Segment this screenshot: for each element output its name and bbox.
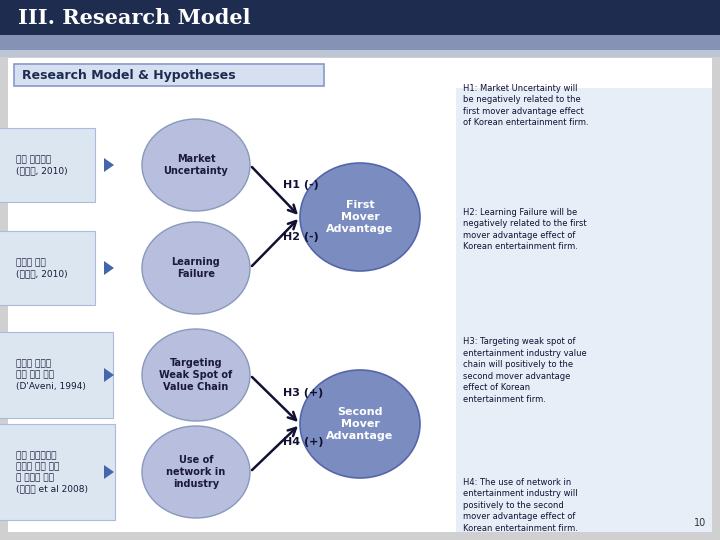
Text: 낙은 진입장벽과
새로운 시장 환경
의 급격한 변화
(이상명 et al 2008): 낙은 진입장벽과 새로운 시장 환경 의 급격한 변화 (이상명 et al 2… (16, 451, 88, 493)
Text: H2 (-): H2 (-) (283, 232, 319, 241)
Text: H4 (+): H4 (+) (283, 437, 323, 447)
Ellipse shape (142, 222, 250, 314)
Text: III. Research Model: III. Research Model (18, 8, 251, 28)
Text: Use of
network in
industry: Use of network in industry (166, 455, 225, 489)
Text: H2: Learning Failure will be
negatively related to the first
mover advantage eff: H2: Learning Failure will be negatively … (463, 208, 587, 251)
Text: First
Mover
Advantage: First Mover Advantage (326, 200, 394, 234)
Text: Market
Uncertainty: Market Uncertainty (163, 154, 228, 176)
Ellipse shape (300, 163, 420, 271)
Text: 10: 10 (694, 518, 706, 528)
Bar (14, 64, 324, 86)
Bar (8, 58, 712, 532)
Bar (0, 50, 720, 57)
Bar (0, 0, 720, 35)
Ellipse shape (142, 329, 250, 421)
Polygon shape (104, 261, 114, 275)
Text: H3 (+): H3 (+) (283, 388, 323, 399)
Text: H1 (-): H1 (-) (283, 180, 319, 190)
Text: Second
Mover
Advantage: Second Mover Advantage (326, 407, 394, 441)
Ellipse shape (142, 426, 250, 518)
Polygon shape (104, 158, 114, 172)
Text: Research Model & Hypotheses: Research Model & Hypotheses (22, 69, 235, 82)
Polygon shape (104, 368, 114, 382)
Text: Learning
Failure: Learning Failure (171, 257, 220, 279)
Text: 간접적 경험과
기존 자원 보유
(D'Aveni, 1994): 간접적 경험과 기존 자원 보유 (D'Aveni, 1994) (16, 360, 86, 390)
Ellipse shape (142, 119, 250, 211)
Text: H1: Market Uncertainty will
be negatively related to the
first mover advantage e: H1: Market Uncertainty will be negativel… (463, 84, 589, 127)
Ellipse shape (300, 370, 420, 478)
Polygon shape (104, 465, 114, 479)
Bar (456, 88, 712, 532)
Text: 시장 불확실성
(박진수, 2010): 시장 불확실성 (박진수, 2010) (16, 155, 68, 175)
Text: H4: The use of network in
entertainment industry will
positively to the second
m: H4: The use of network in entertainment … (463, 478, 578, 532)
Text: 기존의 타성
(박진수, 2010): 기존의 타성 (박진수, 2010) (16, 258, 68, 278)
Text: H3: Targeting weak spot of
entertainment industry value
chain will positively to: H3: Targeting weak spot of entertainment… (463, 338, 587, 404)
Text: Targeting
Weak Spot of
Value Chain: Targeting Weak Spot of Value Chain (159, 357, 233, 393)
Bar (0, 35, 720, 50)
